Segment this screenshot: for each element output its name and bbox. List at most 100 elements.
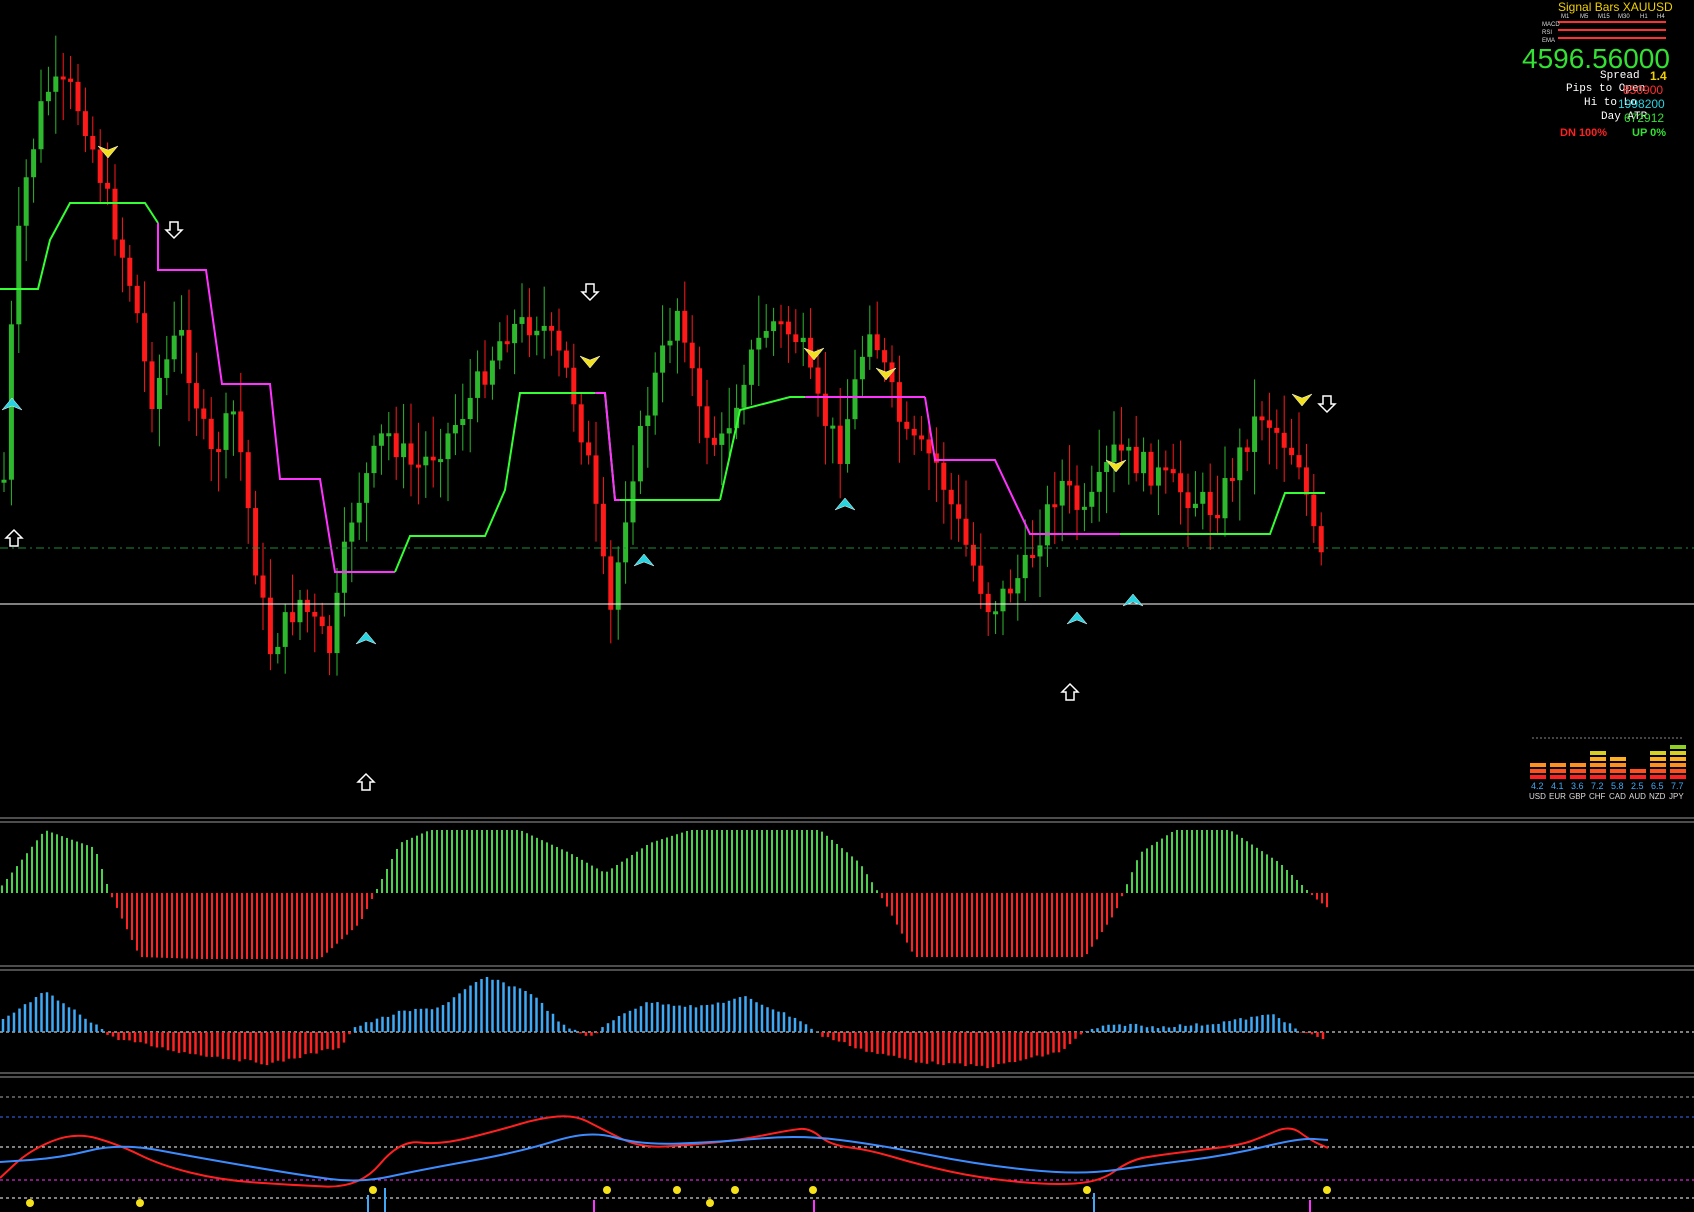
candle-body — [475, 371, 481, 398]
candle-body — [253, 508, 259, 576]
candle-body — [31, 149, 37, 178]
candle-body — [1192, 503, 1198, 509]
candle-body — [415, 464, 421, 468]
candle-body — [1000, 588, 1006, 612]
candle-body — [512, 323, 518, 344]
candle-body — [378, 433, 384, 446]
candle-body — [119, 239, 125, 258]
candle-body — [327, 626, 333, 654]
signal-bars-grid — [0, 21, 1694, 1078]
candle-body — [312, 611, 318, 617]
candle-body — [896, 382, 902, 422]
candle-body — [778, 321, 784, 325]
white-down-arrow-icon — [1317, 395, 1337, 414]
candle-body — [963, 518, 969, 545]
meter-segment — [1530, 775, 1546, 779]
candle-body — [193, 383, 199, 409]
candle-body — [941, 462, 947, 490]
candle-body — [497, 341, 503, 361]
trend-segment — [1120, 492, 1325, 535]
candle-body — [1170, 469, 1176, 474]
oscillator-panel-1 — [1, 830, 1328, 959]
candle-body — [689, 342, 695, 369]
cyan-buy-arrow-icon — [1122, 593, 1144, 607]
candle-body — [356, 502, 362, 523]
signal-dot — [1083, 1186, 1091, 1194]
candle-body — [571, 367, 577, 405]
candle-body — [519, 317, 525, 324]
meter-segment — [1550, 763, 1566, 767]
candle-body — [90, 136, 96, 150]
candle-body — [297, 599, 303, 623]
candle-body — [815, 367, 821, 394]
candle-body — [482, 371, 488, 385]
candle-body — [630, 481, 636, 523]
candlestick-series — [1, 35, 1324, 676]
candle-body — [919, 435, 925, 440]
candle-body — [489, 360, 495, 385]
signal-dot — [369, 1186, 377, 1194]
candle-body — [1022, 554, 1028, 579]
meter-segment — [1650, 775, 1666, 779]
candle-body — [830, 425, 836, 429]
candle-body — [1318, 526, 1324, 553]
yellow-sell-arrow-icon — [579, 355, 601, 369]
trend-segment — [0, 202, 159, 290]
candle-body — [238, 411, 244, 453]
candle-body — [800, 337, 806, 343]
candle-body — [53, 76, 59, 92]
white-up-arrow-icon — [4, 528, 24, 547]
candle-body — [578, 404, 584, 443]
candle-body — [112, 188, 118, 240]
candle-body — [926, 439, 932, 454]
candle-body — [1096, 471, 1102, 492]
meter-segment — [1590, 763, 1606, 767]
candle-body — [637, 425, 643, 482]
rsi-blue-line — [0, 1133, 1329, 1182]
cyan-buy-arrow-icon — [355, 631, 377, 645]
candle-body — [549, 325, 555, 331]
candle-body — [586, 442, 592, 456]
candle-body — [526, 317, 532, 336]
candle-body — [726, 428, 732, 434]
candle-body — [1266, 420, 1272, 428]
candle-body — [1052, 504, 1058, 508]
signal-dot — [1323, 1186, 1331, 1194]
meter-segment — [1570, 775, 1586, 779]
signal-dot — [603, 1186, 611, 1194]
candle-body — [186, 330, 192, 384]
candle-body — [445, 433, 451, 460]
candle-body — [216, 449, 222, 453]
candle-body — [785, 321, 791, 335]
signal-dot — [706, 1199, 714, 1207]
candle-body — [1311, 494, 1317, 527]
candle-body — [719, 433, 725, 445]
candle-body — [763, 331, 769, 338]
candle-body — [615, 562, 621, 610]
candle-body — [179, 330, 185, 336]
candle-body — [1089, 491, 1095, 507]
candle-body — [393, 433, 399, 458]
candle-body — [1, 479, 7, 483]
cyan-buy-arrow-icon — [834, 497, 856, 511]
candle-body — [1244, 447, 1250, 452]
candle-body — [1222, 478, 1228, 519]
candle-body — [156, 377, 162, 409]
candle-body — [1118, 444, 1124, 451]
candle-body — [734, 407, 740, 429]
signal-arrows — [1, 145, 1337, 791]
candle-body — [1059, 480, 1065, 506]
candle-body — [541, 325, 547, 331]
meter-segment — [1650, 751, 1666, 755]
meter-segment — [1550, 769, 1566, 773]
candle-body — [341, 541, 347, 593]
candle-body — [467, 397, 473, 420]
candle-body — [911, 428, 917, 436]
candle-body — [608, 556, 614, 610]
candle-body — [223, 413, 229, 450]
yellow-sell-arrow-icon — [97, 145, 119, 159]
candle-body — [1200, 491, 1206, 504]
candle-body — [334, 592, 340, 654]
candle-body — [660, 345, 666, 373]
